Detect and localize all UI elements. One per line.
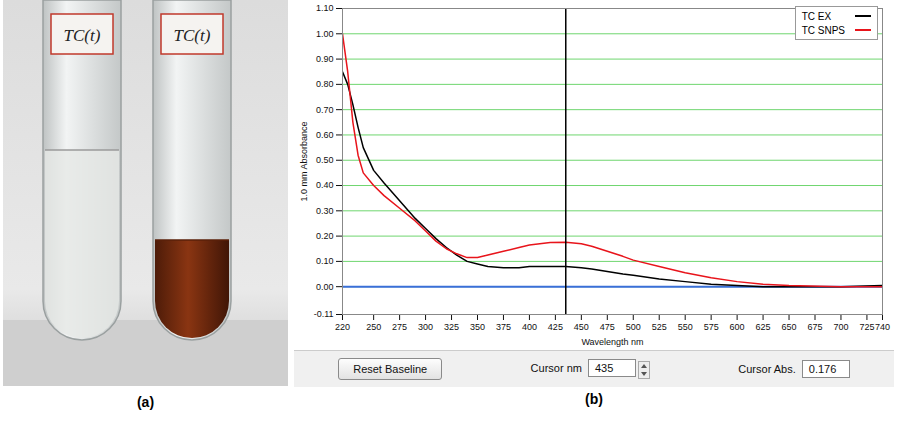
svg-text:0.10: 0.10 [316, 256, 334, 266]
svg-text:1.0 mm Absorbance: 1.0 mm Absorbance [299, 121, 309, 201]
svg-text:TC(t): TC(t) [174, 26, 211, 45]
svg-text:400: 400 [522, 322, 537, 332]
svg-text:1.10: 1.10 [316, 3, 334, 13]
svg-text:550: 550 [678, 322, 693, 332]
svg-text:0.00: 0.00 [316, 282, 334, 292]
html-text:Cursor nm: Cursor nm [530, 362, 582, 375]
html-text:0.176: 0.176 [808, 363, 837, 375]
svg-text:475: 475 [600, 322, 615, 332]
svg-text:Wavelength nm: Wavelength nm [581, 337, 643, 347]
svg-text:0.30: 0.30 [316, 206, 334, 216]
svg-text:740: 740 [875, 322, 890, 332]
svg-text:0.80: 0.80 [316, 79, 334, 89]
svg-text:700: 700 [833, 322, 848, 332]
svg-text:575: 575 [704, 322, 719, 332]
svg-text:TC(t): TC(t) [64, 26, 101, 45]
svg-text:350: 350 [470, 322, 485, 332]
svg-text:0.50: 0.50 [316, 155, 334, 165]
svg-text:0.40: 0.40 [316, 180, 334, 190]
svg-text:0.60: 0.60 [316, 130, 334, 140]
svg-text:725: 725 [859, 322, 874, 332]
svg-text:275: 275 [392, 322, 407, 332]
svg-text:-0.11: -0.11 [314, 309, 334, 319]
svg-text:375: 375 [496, 322, 511, 332]
svg-text:425: 425 [548, 322, 563, 332]
svg-text:1.00: 1.00 [316, 29, 334, 39]
html-text:Reset Baseline: Reset Baseline [353, 363, 428, 375]
html-text:(a): (a) [136, 394, 155, 410]
svg-text:0.90: 0.90 [316, 54, 334, 64]
html-text:435: 435 [594, 362, 614, 375]
svg-text:300: 300 [418, 322, 433, 332]
svg-text:650: 650 [782, 322, 797, 332]
svg-text:0.20: 0.20 [316, 231, 334, 241]
svg-text:450: 450 [574, 322, 589, 332]
html-text:(b): (b) [585, 391, 603, 407]
svg-text:525: 525 [652, 322, 667, 332]
svg-text:625: 625 [756, 322, 771, 332]
html-text:Cursor Abs.: Cursor Abs. [738, 363, 796, 375]
svg-text:500: 500 [626, 322, 641, 332]
svg-text:220: 220 [335, 322, 350, 332]
svg-text:0.70: 0.70 [316, 105, 334, 115]
html-text:TC EX: TC EX [801, 10, 832, 22]
svg-text:600: 600 [730, 322, 745, 332]
svg-text:675: 675 [807, 322, 822, 332]
svg-text:325: 325 [444, 322, 459, 332]
html-text:TC SNPS: TC SNPS [801, 24, 845, 36]
svg-text:250: 250 [366, 322, 381, 332]
